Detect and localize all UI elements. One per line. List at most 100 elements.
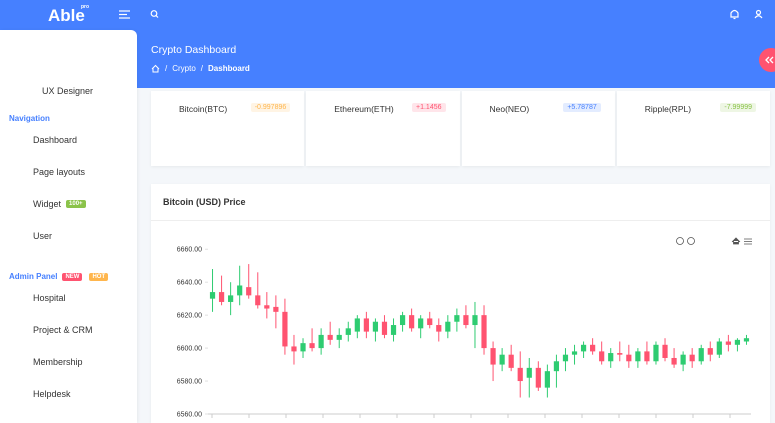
- candle-body: [246, 287, 252, 296]
- candle-body: [255, 295, 261, 306]
- candle-body: [282, 311, 288, 347]
- candle-body: [535, 367, 541, 388]
- user-menu[interactable]: UX Designer: [0, 86, 137, 96]
- nav-label: Hospital: [33, 293, 66, 303]
- candle-body: [372, 321, 379, 332]
- chart-card: Bitcoin (USD) Price 6560.00 6580.00 6600.0…: [151, 184, 770, 423]
- section-text: Navigation: [9, 114, 50, 123]
- candle-body: [662, 344, 668, 358]
- section-label: Admin Panel NEW HOT: [9, 272, 109, 281]
- candle-body: [445, 321, 451, 332]
- zoom-out[interactable]: [687, 237, 695, 245]
- candle-body: [237, 285, 243, 296]
- nav-item[interactable]: User: [0, 224, 137, 248]
- candle-body: [716, 341, 722, 355]
- crypto-card: Ripple(RPL) -7.99999: [616, 91, 770, 166]
- coin-name: Ethereum(ETH): [334, 104, 394, 114]
- y-tick-label: 6580.00: [177, 379, 202, 386]
- chart-title: Bitcoin (USD) Price: [163, 197, 246, 207]
- nav-label: Dashboard: [33, 135, 78, 145]
- nav-item[interactable]: Dashboard: [0, 128, 137, 152]
- change-badge: -7.99999: [720, 103, 756, 112]
- chart-toolbar: [676, 237, 752, 245]
- page-title: Crypto Dashboard: [151, 44, 237, 56]
- candle-body: [644, 351, 650, 362]
- candle-body: [490, 348, 496, 365]
- breadcrumb-item[interactable]: Crypto: [172, 64, 196, 73]
- candle-body: [427, 318, 433, 326]
- change-badge: -0.997896: [250, 103, 291, 112]
- candle-body: [354, 318, 360, 332]
- reset-zoom[interactable]: [731, 237, 741, 245]
- candle-body: [381, 321, 388, 335]
- menu-toggle[interactable]: [119, 10, 130, 19]
- candle-body: [590, 344, 596, 352]
- change-badge: +5.78787: [563, 103, 601, 112]
- candle-body: [291, 346, 297, 352]
- chart-menu[interactable]: [744, 238, 752, 245]
- crypto-card: Neo(NEO) +5.78787: [461, 91, 615, 166]
- nav-label: Helpdesk: [33, 389, 71, 399]
- nav-item[interactable]: Hospital: [0, 286, 137, 310]
- y-tick-label: 6560.00: [177, 412, 202, 419]
- breadcrumb-item[interactable]: Dashboard: [208, 64, 250, 73]
- collapse-button[interactable]: [759, 48, 775, 72]
- candle-body: [436, 325, 442, 332]
- candle-body: [562, 354, 569, 362]
- section-badge: NEW: [62, 272, 83, 281]
- y-tick-label: 6600.00: [177, 346, 202, 353]
- y-tick-label: 6660.00: [177, 247, 202, 254]
- nav-item[interactable]: Widget 100+: [0, 192, 137, 216]
- candle-body: [499, 354, 505, 365]
- candle-body: [608, 353, 614, 362]
- candle-body: [209, 292, 216, 299]
- logo[interactable]: Able: [48, 6, 85, 25]
- candle-body: [571, 351, 578, 355]
- candle-body: [580, 344, 587, 352]
- candle-body: [318, 334, 324, 349]
- nav-item[interactable]: Helpdesk: [0, 382, 137, 406]
- nav-item[interactable]: Page layouts: [0, 160, 137, 184]
- header-icons: [119, 9, 775, 72]
- candle-body: [218, 292, 225, 302]
- candle-body: [526, 367, 532, 378]
- breadcrumb: / Crypto / Dashboard: [151, 64, 250, 73]
- crypto-card: Ethereum(ETH) +1.1456: [306, 91, 460, 166]
- candle-body: [626, 354, 632, 362]
- candlestick-chart: 6560.00 6580.00 6600.00 6620.00 6640.00 6660.…: [177, 237, 752, 419]
- y-tick-label: 6620.00: [177, 313, 202, 320]
- candle-body: [409, 315, 415, 329]
- candle-body: [599, 351, 605, 362]
- home-icon[interactable]: [151, 64, 160, 73]
- sidebar: UX Designer Navigation Dashboard Page layou…: [0, 30, 137, 423]
- candle-body: [707, 348, 713, 355]
- bell-icon[interactable]: [730, 9, 739, 20]
- candle-body: [399, 315, 406, 326]
- y-tick-label: 6640.00: [177, 280, 202, 287]
- change-badge: +1.1456: [412, 103, 446, 112]
- candle-body: [363, 318, 369, 332]
- nav-label: Project & CRM: [33, 325, 93, 335]
- nav-badge: 100+: [66, 200, 86, 208]
- section-text: Admin Panel: [9, 272, 58, 281]
- search-icon[interactable]: [150, 10, 159, 18]
- user-name: UX Designer: [41, 86, 94, 96]
- nav-item[interactable]: Membership: [0, 350, 137, 374]
- coin-name: Neo(NEO): [489, 104, 530, 114]
- logo-sup: pro: [81, 4, 90, 10]
- candle-body: [336, 334, 342, 340]
- candle-body: [309, 343, 315, 349]
- user-icon[interactable]: [754, 9, 763, 19]
- candle-body: [228, 295, 234, 302]
- candle-body: [698, 348, 704, 362]
- zoom-in[interactable]: [676, 237, 684, 245]
- candle-body: [743, 338, 750, 342]
- candle-body: [300, 343, 306, 352]
- candle-body: [680, 354, 686, 365]
- crypto-card: Bitcoin(BTC) -0.997896: [151, 91, 305, 166]
- nav-item[interactable]: Project & CRM: [0, 318, 137, 342]
- divider: [151, 220, 770, 221]
- candle-body: [273, 306, 279, 312]
- candle-body: [264, 305, 270, 309]
